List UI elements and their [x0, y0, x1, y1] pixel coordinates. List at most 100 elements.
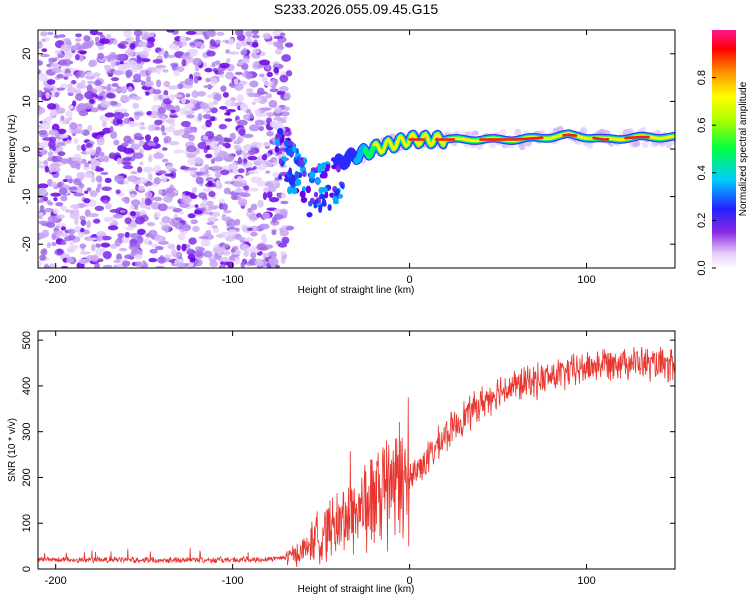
noise-mark [162, 94, 168, 99]
noise-mark [280, 251, 286, 256]
noise-mark [107, 73, 114, 78]
noise-mark [191, 186, 198, 194]
noise-mark [249, 187, 259, 192]
noise-mark [137, 185, 146, 192]
noise-mark [186, 145, 197, 153]
noise-mark [129, 242, 136, 248]
noise-mark [201, 124, 207, 130]
noise-mark [233, 78, 238, 85]
x-tick-label: 0 [407, 274, 413, 286]
noise-mark [154, 126, 161, 131]
noise-mark [187, 167, 198, 171]
noise-mark [147, 172, 153, 181]
transition-mark [291, 187, 298, 195]
noise-mark [222, 250, 231, 256]
noise-mark [145, 91, 150, 96]
transition-mark [320, 194, 326, 200]
noise-mark [239, 192, 251, 198]
noise-mark [163, 195, 173, 203]
noise-mark [279, 32, 286, 37]
noise-mark [254, 258, 264, 267]
noise-mark [99, 38, 110, 45]
noise-mark [43, 265, 51, 268]
noise-mark [67, 186, 78, 191]
noise-mark [173, 69, 180, 77]
noise-mark [219, 169, 230, 176]
noise-mark [244, 144, 251, 152]
noise-mark [129, 210, 137, 217]
noise-mark [190, 257, 195, 263]
noise-mark [153, 196, 163, 202]
transition-mark [300, 196, 308, 203]
noise-mark [52, 155, 63, 163]
noise-mark [274, 48, 283, 55]
noise-mark [100, 242, 111, 248]
noise-mark [38, 40, 43, 49]
noise-mark [95, 187, 101, 193]
noise-mark [191, 90, 199, 99]
noise-mark [153, 94, 159, 101]
noise-mark [170, 109, 176, 114]
noise-mark [62, 137, 68, 142]
noise-mark [108, 53, 117, 61]
noise-mark [177, 233, 186, 241]
noise-mark [138, 41, 149, 47]
transition-mark [294, 171, 300, 180]
noise-mark [267, 185, 277, 193]
noise-mark [173, 93, 183, 98]
noise-mark [220, 85, 227, 92]
noise-mark [247, 207, 253, 213]
noise-mark [55, 202, 64, 207]
noise-mark [129, 42, 136, 50]
noise-mark [186, 153, 197, 159]
noise-mark [105, 92, 114, 99]
noise-mark [211, 165, 221, 170]
noise-mark [160, 124, 165, 133]
noise-mark [273, 41, 284, 48]
noise-mark [91, 243, 96, 252]
noise-mark [227, 219, 237, 228]
noise-mark [57, 52, 65, 59]
noise-mark [167, 243, 176, 250]
noise-mark [234, 30, 244, 37]
noise-mark [108, 152, 116, 159]
noise-mark [92, 219, 101, 224]
noise-mark [100, 100, 111, 108]
noise-mark [241, 150, 246, 157]
noise-mark [213, 146, 222, 152]
noise-mark [145, 75, 152, 82]
ridge-halo-mark [514, 128, 522, 137]
x-tick-label: -200 [45, 575, 67, 587]
noise-mark [266, 191, 273, 199]
noise-mark [195, 102, 202, 110]
noise-mark [184, 103, 195, 110]
noise-mark [39, 205, 45, 213]
noise-mark [58, 187, 68, 195]
noise-mark [232, 180, 244, 188]
noise-mark [66, 87, 78, 94]
noise-mark [128, 120, 135, 128]
noise-mark [219, 264, 226, 268]
noise-mark [184, 192, 195, 196]
noise-mark [73, 138, 79, 144]
noise-mark [53, 197, 58, 202]
noise-mark [277, 120, 282, 129]
noise-mark [155, 64, 167, 69]
noise-mark [218, 123, 228, 130]
noise-mark [121, 236, 131, 244]
noise-mark [38, 69, 41, 75]
noise-mark [75, 93, 84, 101]
transition-mark [283, 140, 290, 147]
noise-mark [245, 88, 254, 92]
noise-mark [118, 247, 128, 252]
noise-mark [134, 261, 143, 267]
chart-title: S233.2026.055.09.45.G15 [274, 1, 438, 17]
noise-mark [38, 73, 48, 82]
noise-mark [79, 227, 85, 233]
noise-mark [221, 256, 229, 263]
noise-mark [149, 248, 158, 254]
noise-mark [115, 189, 121, 195]
noise-mark [104, 64, 111, 72]
noise-mark [243, 158, 248, 164]
noise-mark [202, 199, 208, 205]
